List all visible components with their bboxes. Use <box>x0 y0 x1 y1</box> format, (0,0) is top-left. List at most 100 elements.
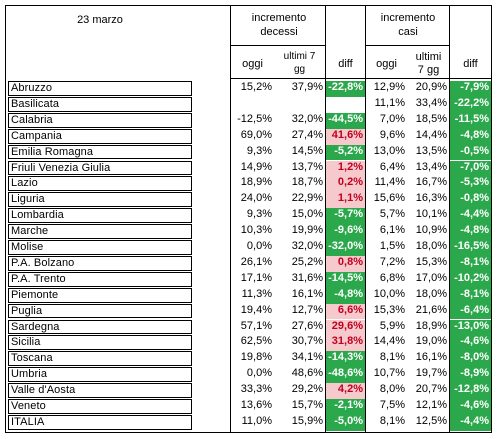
cell-c-today: 7,5% <box>379 399 405 411</box>
cell-c-diff: -8,1% <box>450 287 491 304</box>
cell-d-7: 30,7% <box>291 335 323 348</box>
cell-d-diff: -5,2% <box>326 144 365 161</box>
separator-v3 <box>365 6 366 432</box>
cell-c-diff: -5,3% <box>450 176 491 193</box>
cell-d-7: 16,1% <box>291 287 323 300</box>
cell-c-7: 33,4% <box>415 96 447 109</box>
cell-c-diff: -22,2% <box>450 96 491 113</box>
cell-c-diff: -8,9% <box>450 367 491 384</box>
cell-c-7: 10,1% <box>415 208 447 221</box>
cell-d-7: 14,5% <box>291 144 323 157</box>
separator-h-group <box>230 45 326 46</box>
cell-c-today: 6,4% <box>379 160 405 173</box>
col-header-deaths-diff: diff <box>338 58 353 70</box>
region-name: Liguria <box>8 192 192 208</box>
cell-c-diff: -10,2% <box>450 271 491 288</box>
deaths-group-line1: incremento <box>251 12 307 24</box>
cell-d-7: 15,0% <box>291 208 323 221</box>
cell-c-today: 8,0% <box>379 383 405 396</box>
col-header-deaths-last7-line2: gg <box>293 64 306 75</box>
cell-d-today: 62,5% <box>240 335 272 348</box>
cell-d-today: 0,0% <box>246 367 272 380</box>
cell-d-diff: -4,8% <box>326 287 365 304</box>
cell-d-diff: 0,2% <box>326 176 365 193</box>
cell-c-diff: -4,8% <box>450 224 491 240</box>
cell-c-diff: -4,4% <box>450 414 491 431</box>
region-name: Sardegna <box>8 319 192 335</box>
region-name: Piemonte <box>8 287 192 303</box>
region-name: P.A. Bolzano <box>8 255 192 271</box>
cell-d-diff: 1,2% <box>326 160 365 177</box>
separator-v2 <box>325 6 326 432</box>
cell-d-7: 25,2% <box>291 255 323 268</box>
cell-c-7: 19,0% <box>415 335 447 348</box>
cell-d-diff: -14,5% <box>326 271 365 288</box>
cell-d-today: 9,3% <box>246 208 272 221</box>
cell-d-7: 37,9% <box>291 81 323 93</box>
region-name: Umbria <box>8 367 192 383</box>
cell-d-today: 19,8% <box>240 351 272 364</box>
cell-d-diff: -5,0% <box>326 414 365 431</box>
col-header-cases-last7-line1: ultimi <box>415 51 442 63</box>
cell-c-today: 5,9% <box>379 319 405 332</box>
cell-d-today: 69,0% <box>240 128 272 141</box>
cell-c-today: 1,5% <box>379 240 405 252</box>
cell-c-7: 18,0% <box>415 287 447 300</box>
region-name: Calabria <box>8 112 192 128</box>
cell-d-today: 24,0% <box>240 192 272 205</box>
cell-c-7: 14,4% <box>415 128 447 141</box>
region-name: Molise <box>8 240 192 255</box>
cell-c-7: 16,1% <box>415 351 447 364</box>
cell-c-diff: -7,9% <box>450 81 491 97</box>
cell-d-7: 12,7% <box>291 303 323 316</box>
cell-c-diff: -0,8% <box>450 192 491 209</box>
cell-d-7: 27,6% <box>291 319 323 332</box>
cell-c-7: 12,1% <box>415 399 447 411</box>
cell-c-today: 7,0% <box>379 112 405 125</box>
cell-c-today: 15,3% <box>373 303 405 316</box>
cell-d-diff: -32,0% <box>326 240 365 256</box>
cell-d-7: 48,6% <box>291 367 323 380</box>
cell-d-today: 0,0% <box>246 240 272 252</box>
cell-d-7: 32,0% <box>291 240 323 252</box>
cell-c-diff: -6,4% <box>450 303 491 320</box>
cell-d-7: 29,2% <box>291 383 323 396</box>
cell-d-today: 14,9% <box>240 160 272 173</box>
cell-d-today <box>231 97 274 113</box>
col-header-cases-diff: diff <box>463 58 478 70</box>
cell-c-today: 6,1% <box>379 224 405 237</box>
cell-d-today: 11,0% <box>241 414 272 427</box>
separator-h-header-diff <box>449 78 492 79</box>
cell-d-diff: -22,8% <box>326 81 365 97</box>
cell-d-diff: -2,1% <box>326 399 365 415</box>
cell-d-7: 19,9% <box>291 224 323 237</box>
cell-d-today: 13,6% <box>240 399 272 411</box>
cell-c-diff: -4,6% <box>450 399 491 415</box>
region-name: Basilicata <box>8 96 192 112</box>
cell-d-diff: 0,8% <box>326 255 365 272</box>
cell-c-today: 6,8% <box>379 271 405 284</box>
date-title: 23 marzo <box>77 14 123 26</box>
cell-d-today: 17,1% <box>240 271 272 284</box>
col-header-cases-today: oggi <box>376 58 397 70</box>
cell-c-diff: -11,5% <box>450 112 491 129</box>
cell-d-7: 13,7% <box>291 160 323 173</box>
cell-d-7: 32,0% <box>291 112 323 125</box>
cell-c-7: 18,5% <box>415 112 447 125</box>
cell-d-today: 15,2% <box>240 81 272 93</box>
cell-c-7: 20,9% <box>415 81 447 93</box>
cell-d-today: 57,1% <box>240 319 272 332</box>
cell-c-today: 10,0% <box>373 287 405 300</box>
cell-c-7: 21,6% <box>415 303 447 316</box>
cell-d-diff: -44,5% <box>326 112 365 129</box>
cell-d-7 <box>274 97 325 113</box>
cases-group-line1: incremento <box>380 12 436 24</box>
region-name: Abruzzo <box>8 81 192 96</box>
cell-c-today: 14,4% <box>373 335 405 348</box>
cell-d-7: 31,6% <box>291 271 323 284</box>
cell-d-7: 15,7% <box>291 399 323 411</box>
deaths-group-line2: decessi <box>260 26 298 38</box>
cell-d-diff: 1,1% <box>326 192 365 209</box>
cell-c-7: 10,9% <box>415 224 447 237</box>
cell-d-today: 10,3% <box>240 224 272 237</box>
